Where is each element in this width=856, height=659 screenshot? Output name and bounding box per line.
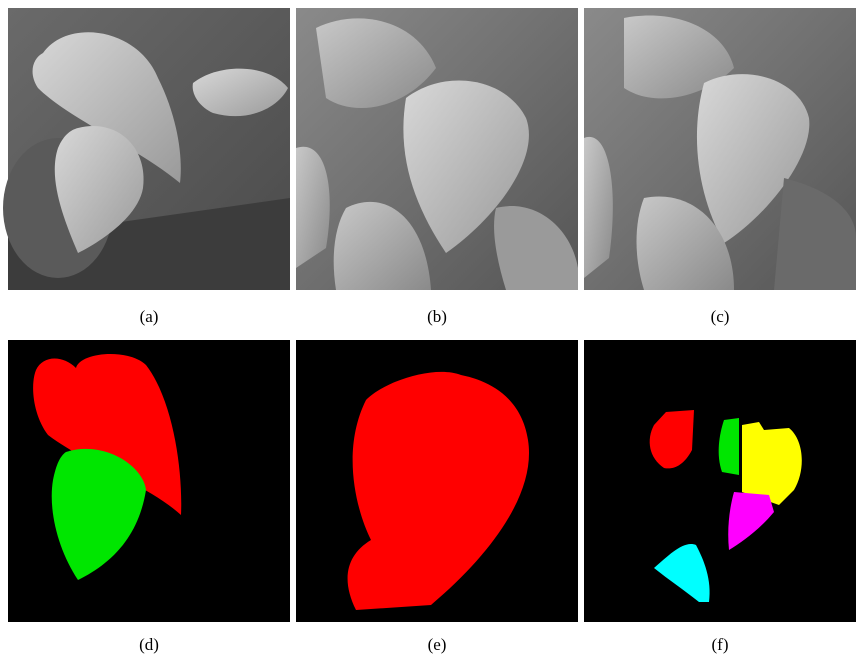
mask-e xyxy=(296,340,578,622)
photo-b xyxy=(296,8,578,290)
panel-caption: (c) xyxy=(711,307,730,326)
panel-caption: (f) xyxy=(712,635,729,654)
photo-c xyxy=(584,8,856,290)
mask-f xyxy=(584,340,856,622)
panel-caption: (a) xyxy=(140,307,159,326)
panel-caption: (e) xyxy=(428,635,447,654)
figure: (a) (b) (c) (d) (e) (f) xyxy=(0,0,856,659)
panel-caption: (d) xyxy=(139,635,159,654)
mask-d xyxy=(8,340,290,622)
panel-caption: (b) xyxy=(427,307,447,326)
photo-a xyxy=(3,8,290,290)
